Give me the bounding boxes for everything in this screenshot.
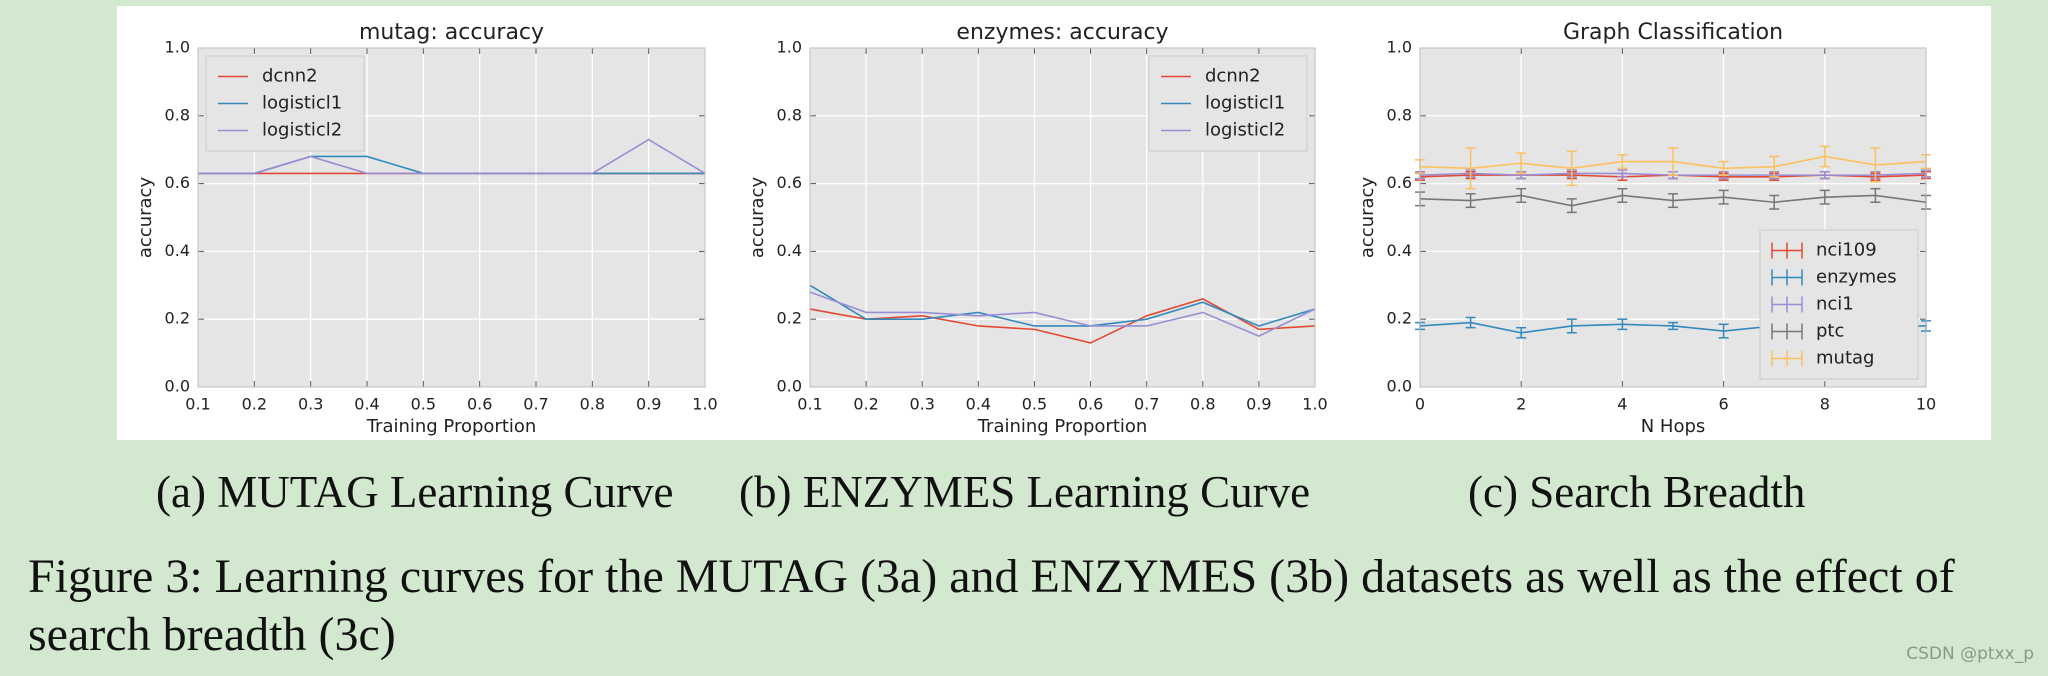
y-tick-label: 0.0 bbox=[165, 377, 190, 396]
y-axis-label: accuracy bbox=[747, 177, 768, 259]
y-tick-label: 0.2 bbox=[777, 309, 802, 328]
legend-label: logisticl1 bbox=[262, 93, 342, 114]
series-line bbox=[809, 291, 1316, 338]
x-axis-label: Training Proportion bbox=[977, 416, 1148, 437]
x-tick-label: 10 bbox=[1916, 395, 1936, 414]
legend-label: ptc bbox=[1816, 321, 1844, 342]
x-tick-label: 2 bbox=[1516, 395, 1526, 414]
legend-label: logisticl2 bbox=[262, 120, 342, 141]
y-tick-label: 0.6 bbox=[777, 173, 802, 192]
x-tick-label: 0.1 bbox=[185, 395, 210, 414]
watermark: CSDN @ptxx_p bbox=[1906, 644, 2034, 664]
x-tick-label: 0.1 bbox=[797, 395, 822, 414]
x-tick-label: 0.7 bbox=[523, 395, 548, 414]
y-tick-label: 1.0 bbox=[1387, 38, 1412, 57]
x-tick-label: 0.4 bbox=[966, 395, 991, 414]
y-tick-label: 0.4 bbox=[1387, 241, 1412, 260]
legend-label: nci109 bbox=[1816, 240, 1877, 261]
y-tick-label: 0.4 bbox=[165, 241, 190, 260]
figure-caption: Figure 3: Learning curves for the MUTAG … bbox=[28, 550, 1955, 661]
legend-label: logisticl1 bbox=[1205, 93, 1285, 114]
y-tick-label: 1.0 bbox=[165, 38, 190, 57]
x-tick-label: 1.0 bbox=[1302, 395, 1327, 414]
y-tick-label: 0.2 bbox=[1387, 309, 1412, 328]
y-tick-label: 0.8 bbox=[1387, 105, 1412, 124]
x-axis-label: N Hops bbox=[1641, 416, 1706, 437]
subcaption: (a) MUTAG Learning Curve bbox=[156, 467, 674, 517]
y-tick-label: 0.8 bbox=[777, 105, 802, 124]
x-tick-label: 4 bbox=[1617, 395, 1627, 414]
y-axis-label: accuracy bbox=[135, 177, 156, 259]
x-tick-label: 1.0 bbox=[692, 395, 717, 414]
x-tick-label: 0.8 bbox=[1190, 395, 1215, 414]
x-tick-label: 0.4 bbox=[354, 395, 379, 414]
x-tick-label: 0.2 bbox=[242, 395, 267, 414]
y-tick-label: 0.6 bbox=[1387, 173, 1412, 192]
x-tick-label: 0.2 bbox=[853, 395, 878, 414]
y-tick-label: 0.0 bbox=[1387, 377, 1412, 396]
legend-label: dcnn2 bbox=[1205, 66, 1261, 87]
plot-frame bbox=[197, 47, 706, 388]
plot-frame bbox=[1419, 47, 1927, 388]
y-tick-label: 0.8 bbox=[165, 105, 190, 124]
x-tick-label: 0.3 bbox=[909, 395, 934, 414]
legend-label: enzymes bbox=[1816, 267, 1897, 288]
subcaption: (c) Search Breadth bbox=[1468, 467, 1806, 517]
series-line bbox=[809, 284, 1316, 327]
x-tick-label: 6 bbox=[1719, 395, 1729, 414]
x-tick-label: 0.9 bbox=[636, 395, 661, 414]
x-tick-label: 0.5 bbox=[1022, 395, 1047, 414]
y-tick-label: 0.2 bbox=[165, 309, 190, 328]
x-tick-label: 0.5 bbox=[411, 395, 436, 414]
x-tick-label: 0.6 bbox=[1078, 395, 1103, 414]
y-axis-label: accuracy bbox=[1357, 177, 1378, 259]
chart-title: enzymes: accuracy bbox=[956, 20, 1168, 45]
x-tick-label: 0 bbox=[1415, 395, 1425, 414]
subcaption: (b) ENZYMES Learning Curve bbox=[739, 467, 1311, 517]
x-tick-label: 0.3 bbox=[298, 395, 323, 414]
x-tick-label: 0.7 bbox=[1134, 395, 1159, 414]
x-tick-label: 0.9 bbox=[1246, 395, 1271, 414]
x-tick-label: 0.8 bbox=[580, 395, 605, 414]
y-tick-label: 0.4 bbox=[777, 241, 802, 260]
legend-label: dcnn2 bbox=[262, 66, 318, 87]
legend-label: logisticl2 bbox=[1205, 120, 1285, 141]
chart-title: mutag: accuracy bbox=[359, 20, 544, 45]
x-tick-label: 0.6 bbox=[467, 395, 492, 414]
series-line bbox=[198, 138, 706, 175]
x-axis-label: Training Proportion bbox=[366, 416, 537, 437]
x-tick-label: 8 bbox=[1820, 395, 1830, 414]
legend-label: mutag bbox=[1816, 348, 1874, 369]
plot-frame bbox=[809, 47, 1316, 388]
y-tick-label: 1.0 bbox=[777, 38, 802, 57]
y-tick-label: 0.0 bbox=[777, 377, 802, 396]
figure: 0.0 0.2 0.4 0.6 0.8 1.0 0.1 0.2 0.3 0.4 0.5 0.6 0.7 0… bbox=[117, 6, 1991, 440]
y-tick-label: 0.6 bbox=[165, 173, 190, 192]
chart-title: Graph Classification bbox=[1563, 20, 1783, 45]
legend-label: nci1 bbox=[1816, 294, 1854, 315]
